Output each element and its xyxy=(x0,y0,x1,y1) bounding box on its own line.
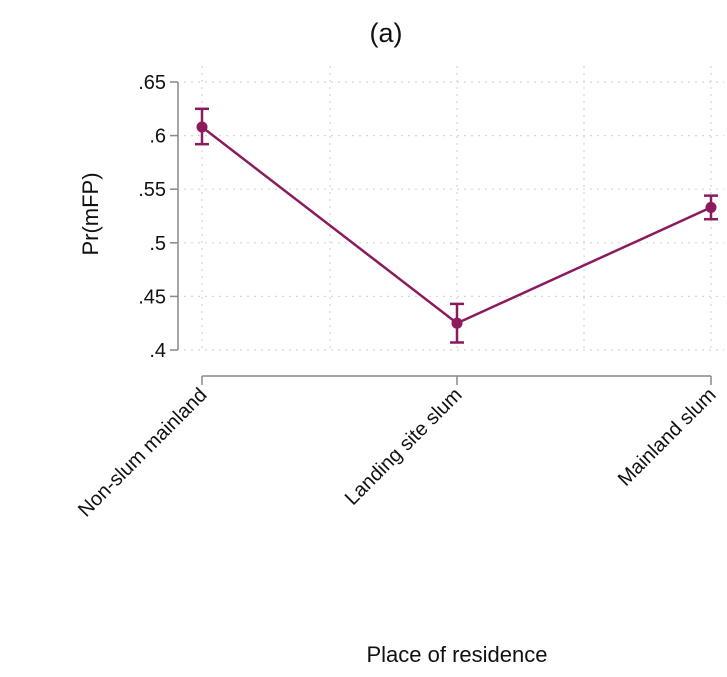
data-point xyxy=(196,121,208,133)
axes: .4 .45 .5 .55 .6 .65 Non-slum mainland Landing … xyxy=(74,72,720,521)
y-tick-label: .65 xyxy=(138,72,166,94)
y-axis-label: Pr(mFP) xyxy=(78,172,103,255)
x-tick-label: Non-slum mainland xyxy=(74,384,211,521)
series-line xyxy=(201,126,712,325)
y-tick-label: .55 xyxy=(138,179,166,201)
grid xyxy=(184,66,724,351)
y-tick-label: .45 xyxy=(138,286,166,308)
series-marks xyxy=(195,107,718,344)
x-axis-label: Place of residence xyxy=(367,642,548,667)
x-tick-label: Mainland slum xyxy=(614,384,721,491)
data-point xyxy=(705,201,717,213)
y-tick-label: .6 xyxy=(149,126,166,148)
chart-title: (a) xyxy=(370,18,403,48)
y-tick-label: .5 xyxy=(149,233,166,255)
x-tick-label: Landing site slum xyxy=(341,384,467,510)
y-tick-label: .4 xyxy=(149,340,166,362)
data-point xyxy=(451,317,463,329)
